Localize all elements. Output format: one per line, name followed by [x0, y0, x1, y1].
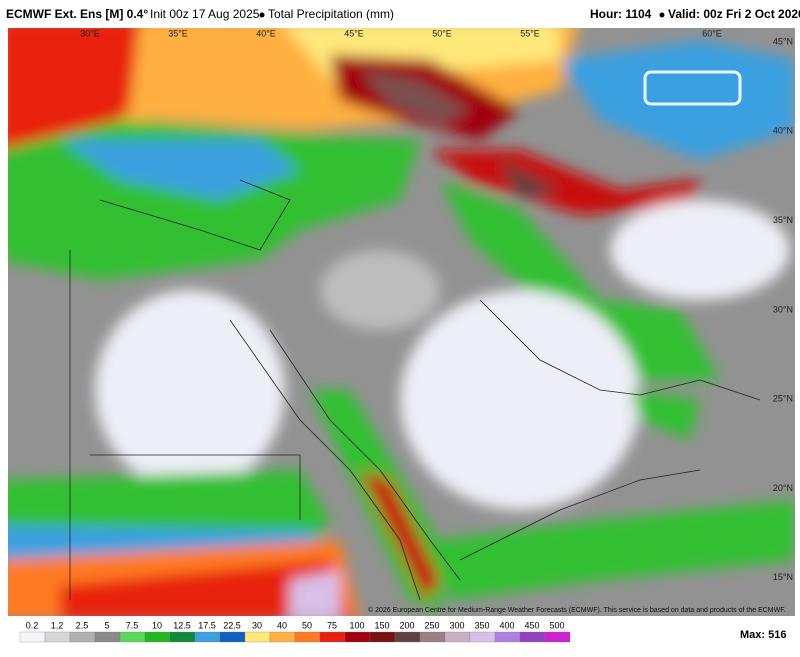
legend-label: 17.5 — [198, 620, 216, 630]
legend-label: 30 — [252, 620, 262, 630]
legend-swatch — [419, 631, 446, 643]
legend-swatch — [94, 631, 121, 643]
legend-label: 450 — [524, 620, 539, 630]
latitude-label: 35°N — [773, 215, 793, 225]
legend-swatch — [494, 631, 521, 643]
longitude-labels: 30°E 35°E 40°E 45°E 50°E 55°E 60°E — [80, 28, 722, 38]
longitude-label: 30°E — [80, 28, 100, 38]
legend-swatch — [519, 631, 546, 643]
legend-swatch — [294, 631, 321, 643]
longitude-label: 60°E — [702, 28, 722, 38]
longitude-label: 35°E — [168, 28, 188, 38]
legend-label: 1.2 — [51, 620, 64, 630]
legend-label: 5 — [104, 620, 109, 630]
legend-label: 10 — [152, 620, 162, 630]
legend-swatch — [19, 631, 46, 643]
legend-swatch — [244, 631, 271, 643]
legend-label: 7.5 — [126, 620, 139, 630]
legend-swatch — [444, 631, 471, 643]
separator-dot — [259, 12, 265, 18]
legend-swatch — [344, 631, 371, 643]
longitude-label: 45°E — [344, 28, 364, 38]
coastlines — [69, 179, 761, 601]
legend-label: 250 — [424, 620, 439, 630]
legend-label: 0.2 — [26, 620, 39, 630]
latitude-label: 45°N — [773, 36, 793, 46]
legend-label: 22.5 — [223, 620, 241, 630]
precip-field: © 2026 European Centre for Medium-Range … — [8, 28, 795, 616]
legend-swatch — [44, 631, 71, 643]
legend-label: 50 — [302, 620, 312, 630]
legend-label: 200 — [399, 620, 414, 630]
latitude-label: 20°N — [773, 483, 793, 493]
legend-label: 100 — [349, 620, 364, 630]
valid-time: Valid: 00z Fri 2 Oct 2026 — [668, 7, 800, 21]
legend-swatch — [69, 631, 96, 643]
legend-label: 500 — [549, 620, 564, 630]
latitude-label: 40°N — [773, 126, 793, 136]
longitude-label: 40°E — [256, 28, 276, 38]
legend-swatch — [394, 631, 421, 643]
latitude-label: 30°N — [773, 304, 793, 314]
forecast-hour: Hour: 1104 — [590, 7, 652, 21]
legend-swatch — [119, 631, 146, 643]
legend-label: 350 — [474, 620, 489, 630]
longitude-label: 50°E — [432, 28, 452, 38]
field-name: Total Precipitation (mm) — [268, 7, 394, 21]
legend-label: 300 — [449, 620, 464, 630]
legend-label: 150 — [374, 620, 389, 630]
legend-label: 40 — [277, 620, 287, 630]
model-name: ECMWF Ext. Ens [M] 0.4° — [6, 7, 148, 21]
init-time: Init 00z 17 Aug 2025 — [150, 7, 260, 21]
watermark-logo — [643, 70, 742, 106]
latitude-label: 15°N — [773, 572, 793, 582]
legend-swatch — [144, 631, 171, 643]
separator-dot — [659, 12, 665, 18]
legend-label: 75 — [327, 620, 337, 630]
legend-swatch — [319, 631, 346, 643]
legend-label: 400 — [499, 620, 514, 630]
legend-swatch — [219, 631, 246, 643]
legend-label: 12.5 — [173, 620, 191, 630]
legend-swatch — [269, 631, 296, 643]
legend-label: 2.5 — [76, 620, 89, 630]
latitude-labels: 45°N 40°N 35°N 30°N 25°N 20°N 15°N — [773, 36, 793, 582]
legend-swatch — [369, 631, 396, 643]
credit-text: © 2026 European Centre for Medium-Range … — [368, 606, 786, 614]
legend-swatch — [169, 631, 196, 643]
latitude-label: 25°N — [773, 394, 793, 404]
legend-swatch — [194, 631, 221, 643]
legend-swatch — [469, 631, 496, 643]
color-legend: 0.2 1.2 2.5 5 7.5 10 12.5 17.5 22.5 30 40 50 75 100 15… — [19, 620, 571, 643]
legend-swatch — [544, 631, 571, 643]
longitude-label: 55°E — [520, 28, 540, 38]
max-value: Max: 516 — [740, 629, 786, 641]
